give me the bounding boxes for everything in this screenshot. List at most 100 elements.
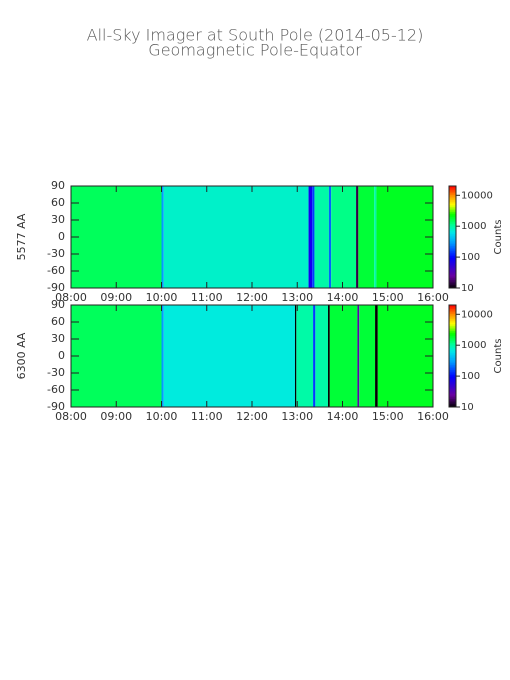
heat-cell	[163, 305, 295, 407]
x-tick-label: 14:00	[327, 410, 359, 423]
colorbar-swatch	[449, 252, 456, 255]
colorbar-swatch	[449, 345, 456, 348]
y-tick-label: -90	[47, 281, 65, 294]
colorbar-swatch	[449, 243, 456, 246]
colorbar-swatch	[449, 262, 456, 265]
colorbar-swatch	[449, 230, 456, 233]
x-tick-label: 10:00	[146, 410, 178, 423]
colorbar-swatch	[449, 366, 456, 369]
colorbar-swatch	[449, 308, 456, 311]
colorbar-swatch	[449, 318, 456, 321]
colorbar-swatch	[449, 204, 456, 207]
colorbar-swatch	[449, 391, 456, 394]
colorbar-swatch	[449, 340, 456, 343]
x-tick-label: 12:00	[236, 291, 268, 304]
y-tick-label: 30	[51, 213, 65, 226]
y-tick-label: 60	[51, 196, 65, 209]
colorbar-swatch	[449, 267, 456, 270]
colorbar-frame	[448, 185, 457, 289]
colorbar-swatch	[449, 264, 456, 267]
colorbar-swatch	[449, 189, 456, 192]
x-tick-label: 14:00	[327, 291, 359, 304]
heat-cell	[312, 186, 315, 288]
heat-cell	[315, 305, 329, 407]
colorbar-swatch	[449, 259, 456, 262]
x-tick-label: 12:00	[236, 410, 268, 423]
colorbar-swatch	[449, 393, 456, 396]
heat-cell	[308, 186, 313, 288]
x-tick-label: 08:00	[55, 291, 87, 304]
colorbar-swatch	[449, 359, 456, 362]
y-tick-label: -30	[47, 366, 65, 379]
colorbar-label: Counts	[493, 220, 504, 255]
colorbar-swatch	[449, 378, 456, 381]
colorbar-swatch	[449, 272, 456, 275]
colorbar-frame	[448, 304, 457, 408]
colorbar-tick-label: 100	[461, 371, 480, 382]
colorbar-swatch	[449, 281, 456, 284]
colorbar-swatch	[449, 225, 456, 228]
heat-cell	[331, 186, 357, 288]
heat-cell	[328, 305, 330, 407]
colorbar-swatch	[449, 220, 456, 223]
colorbar-swatch	[449, 221, 456, 224]
colorbar-swatch	[449, 388, 456, 391]
colorbar-swatch	[449, 398, 456, 401]
colorbar-swatch	[449, 357, 456, 360]
x-tick-label: 13:00	[281, 410, 313, 423]
colorbar-swatch	[449, 248, 456, 252]
x-tick-label: 09:00	[100, 410, 132, 423]
x-tick-label: 13:00	[281, 291, 313, 304]
x-tick-label: 16:00	[417, 291, 449, 304]
heat-cell	[356, 186, 359, 288]
heat-cell	[329, 305, 358, 407]
y-axis-label: 5577 AA	[15, 213, 28, 260]
heat-cell	[377, 305, 433, 407]
colorbar-swatch	[449, 316, 456, 320]
colorbar-swatch	[449, 201, 456, 204]
colorbar-label: Counts	[493, 339, 504, 374]
colorbar-swatch	[449, 260, 456, 263]
heat-cell	[358, 186, 375, 288]
y-axis-label: 6300 AA	[15, 332, 28, 379]
heat-cell	[71, 186, 162, 288]
y-tick-label: -90	[47, 400, 65, 413]
colorbar-tick-label: 10000	[461, 190, 493, 201]
y-tick-label: 0	[58, 349, 65, 362]
colorbar-swatch	[449, 339, 456, 342]
colorbar-tick-label: 10	[461, 402, 474, 413]
colorbar-swatch	[449, 344, 456, 347]
colorbar-swatch	[449, 371, 456, 374]
x-tick-label: 08:00	[55, 410, 87, 423]
heat-cell	[375, 305, 378, 407]
colorbar-tick-label: 10	[461, 283, 474, 294]
heat-cell	[161, 305, 164, 407]
colorbar-tick-label: 10000	[461, 309, 493, 320]
colorbar-swatch	[449, 356, 456, 359]
colorbar-swatch	[449, 226, 456, 229]
heat-cell	[374, 186, 377, 288]
heat-cell	[314, 186, 329, 288]
colorbar-swatch	[449, 403, 456, 406]
colorbar-swatch	[449, 322, 456, 325]
colorbar-swatch	[449, 332, 456, 335]
colorbar-swatch	[449, 218, 456, 221]
colorbar-swatch	[449, 254, 456, 257]
colorbar-swatch	[449, 238, 456, 241]
colorbar-swatch	[449, 349, 456, 352]
x-tick-label: 10:00	[146, 291, 178, 304]
colorbar-swatch	[449, 328, 456, 331]
colorbar-swatch	[449, 401, 456, 405]
colorbar-swatch	[449, 231, 456, 235]
colorbar-swatch	[449, 327, 456, 330]
colorbar-swatch	[449, 386, 456, 389]
colorbar-swatch	[449, 395, 456, 398]
y-tick-label: -60	[47, 383, 65, 396]
colorbar-swatch	[449, 367, 456, 371]
colorbar-swatch	[449, 379, 456, 382]
colorbar-swatch	[449, 369, 456, 372]
colorbar-tick-label: 1000	[461, 221, 486, 232]
colorbar-swatch	[449, 347, 456, 350]
colorbar-swatch	[449, 242, 456, 245]
heat-cell	[313, 305, 316, 407]
